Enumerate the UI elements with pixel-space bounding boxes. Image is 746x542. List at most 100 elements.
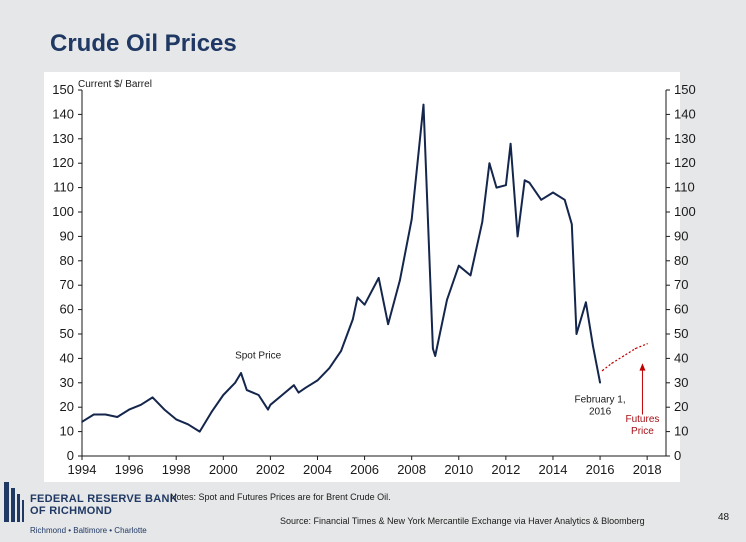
spot-price-point [316, 379, 319, 382]
y-tick-label-left: 40 [60, 350, 74, 365]
x-tick-label: 2004 [303, 462, 332, 477]
y-tick-label-left: 60 [60, 302, 74, 317]
chart-source: Source: Financial Times & New York Merca… [280, 516, 645, 526]
futures-price-point [611, 362, 613, 364]
spot-price-point [387, 323, 389, 326]
spot-price-point [434, 355, 437, 357]
spot-price-point [363, 303, 366, 306]
page-number: 48 [718, 512, 730, 523]
spot-price-point [399, 279, 401, 282]
y-tick-label-left: 90 [60, 228, 74, 243]
spot-price-point [257, 394, 260, 396]
y-axis-label: Current $/ Barrel [78, 79, 152, 90]
spot-price-point [297, 391, 300, 394]
spot-price-point [446, 299, 448, 301]
y-tick-label-left: 80 [60, 253, 74, 268]
y-tick-label-left: 0 [67, 448, 74, 463]
spot-price-point [540, 199, 542, 201]
spot-price-point [140, 403, 142, 406]
y-tick-label-right: 10 [674, 424, 688, 439]
spot-price-point [163, 408, 166, 411]
y-tick-label-left: 150 [52, 82, 74, 97]
spot-price-point [410, 218, 413, 221]
y-tick-label-left: 50 [60, 326, 74, 341]
futures-price-point [601, 370, 604, 372]
spot-price-point [198, 430, 201, 433]
y-tick-label-left: 20 [60, 399, 74, 414]
series-spot-price-line [81, 103, 602, 433]
futures-price-point [646, 343, 648, 345]
y-tick-label-right: 120 [674, 155, 696, 170]
x-tick-label: 1998 [162, 462, 191, 477]
y-tick-label-right: 70 [674, 277, 688, 292]
spot-price-point [457, 264, 460, 267]
annotation-futures-price: Futures Price [625, 414, 659, 437]
x-tick-label: 2008 [397, 462, 426, 477]
spot-price-point [246, 389, 248, 391]
spot-price-point [488, 162, 491, 164]
spot-price-point [222, 394, 225, 396]
spot-price-point [592, 345, 594, 348]
spot-price-point [328, 367, 331, 369]
spot-price-point [175, 418, 177, 421]
spot-price-point [281, 394, 283, 396]
logo-line2: OF RICHMOND [30, 505, 113, 517]
futures-arrow [639, 363, 646, 415]
spot-price-point [240, 372, 242, 374]
y-tick-label-right: 90 [674, 228, 688, 243]
futures-price-point [623, 355, 625, 357]
x-tick-label: 2006 [350, 462, 379, 477]
y-tick-label-left: 130 [52, 131, 74, 146]
y-tick-label-right: 30 [674, 375, 688, 390]
x-tick-label: 2002 [256, 462, 285, 477]
y-tick-label-left: 140 [52, 106, 74, 121]
spot-price-point [585, 301, 587, 304]
spot-price-point [267, 408, 269, 411]
spot-price-point [187, 423, 189, 426]
x-tick-label: 2018 [633, 462, 662, 477]
spot-price-point [234, 382, 236, 384]
spot-price-point [293, 384, 295, 387]
x-tick-label: 2000 [209, 462, 238, 477]
y-tick-label-left: 30 [60, 375, 74, 390]
chart-notes: Notes: Spot and Futures Prices are for B… [170, 492, 391, 502]
y-tick-label-left: 120 [52, 155, 74, 170]
y-tick-label-right: 50 [674, 326, 688, 341]
y-tick-label-right: 150 [674, 82, 696, 97]
spot-price-point [505, 184, 507, 186]
spot-price-point [128, 408, 130, 411]
spot-price-point [469, 274, 472, 277]
logo-cities: Richmond • Baltimore • Charlotte [30, 526, 147, 535]
y-tick-label-right: 130 [674, 131, 696, 146]
spot-price-point [523, 179, 526, 182]
annotation-february-2016: February 1, 2016 [574, 394, 625, 417]
x-tick-label: 2012 [491, 462, 520, 477]
spot-price-point [81, 421, 83, 423]
y-tick-label-right: 60 [674, 302, 688, 317]
chart-marks [81, 103, 648, 433]
y-tick-label-left: 10 [60, 424, 74, 439]
federal-reserve-logo-icon [4, 482, 24, 522]
y-tick-label-left: 110 [53, 180, 74, 195]
slide-title: Crude Oil Prices [50, 30, 237, 57]
spot-price-point [563, 199, 566, 201]
y-tick-label-right: 40 [674, 350, 688, 365]
spot-price-point [422, 103, 425, 106]
spot-price-point [516, 235, 519, 238]
spot-price-point [575, 333, 578, 335]
x-tick-label: 1996 [115, 462, 144, 477]
x-tick-label: 2014 [539, 462, 568, 477]
spot-price-point [104, 413, 107, 416]
futures-price-point [634, 348, 636, 350]
annotation-spot-price: Spot Price [235, 350, 282, 361]
spot-price-point [304, 386, 307, 389]
spot-price-point [352, 318, 354, 321]
y-tick-label-right: 140 [674, 106, 696, 121]
y-tick-label-right: 110 [674, 180, 695, 195]
spot-price-point [269, 403, 272, 406]
x-tick-label: 2016 [586, 462, 615, 477]
spot-price-point [210, 411, 213, 413]
spot-price-point [432, 347, 434, 350]
spot-price-point [481, 220, 484, 223]
spot-price-point [116, 416, 119, 418]
